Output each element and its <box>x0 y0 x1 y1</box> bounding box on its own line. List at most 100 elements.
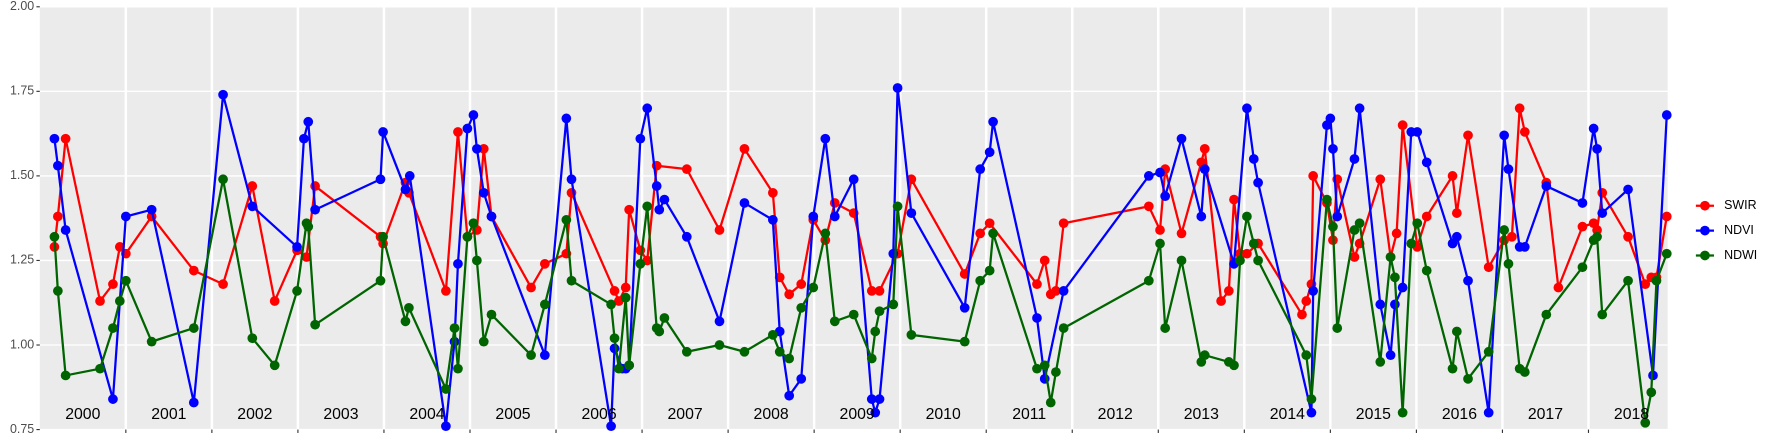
data-point <box>1354 218 1365 229</box>
y-tick-label: 1.75 <box>10 84 34 98</box>
data-point <box>462 231 473 242</box>
data-point <box>988 228 998 239</box>
data-point <box>714 225 725 235</box>
data-point <box>1045 397 1056 408</box>
data-point <box>472 255 482 266</box>
data-point <box>874 394 885 404</box>
data-point <box>60 370 71 381</box>
data-point <box>1421 211 1432 222</box>
data-point <box>114 296 125 306</box>
data-point <box>472 143 482 154</box>
data-point <box>1412 218 1423 229</box>
y-tick-label: 1.25 <box>10 253 34 267</box>
data-point <box>609 333 620 344</box>
data-point <box>478 336 489 347</box>
data-point <box>906 330 917 340</box>
data-point <box>988 116 998 127</box>
data-point <box>1058 323 1069 333</box>
data-point <box>310 319 320 330</box>
data-point <box>400 316 411 327</box>
data-point <box>1032 313 1042 323</box>
data-point <box>1306 407 1317 418</box>
data-point <box>1451 326 1462 337</box>
x-tick-label: 2014 <box>1270 406 1305 423</box>
data-point <box>1503 164 1514 174</box>
data-point <box>1447 363 1458 374</box>
data-point <box>1199 350 1210 361</box>
x-tick-label: 2011 <box>1012 406 1046 423</box>
data-point <box>1349 225 1360 235</box>
data-point <box>1451 231 1462 242</box>
data-point <box>774 346 785 357</box>
data-point <box>796 302 807 313</box>
data-point <box>1463 130 1473 141</box>
data-point <box>829 316 840 327</box>
data-point <box>486 211 497 222</box>
data-point <box>1397 407 1408 418</box>
data-point <box>681 164 692 174</box>
data-point <box>120 211 131 222</box>
data-point <box>1406 238 1417 249</box>
data-point <box>1229 194 1239 205</box>
data-point <box>1242 211 1252 222</box>
x-tick-label: 2000 <box>65 406 100 423</box>
data-point <box>1397 282 1408 293</box>
data-point <box>1349 154 1360 164</box>
data-point <box>1623 275 1633 286</box>
data-point <box>108 394 118 404</box>
data-point <box>561 215 572 225</box>
data-point <box>1391 228 1402 239</box>
data-point <box>1385 350 1396 361</box>
data-point <box>784 353 795 364</box>
data-point <box>1577 262 1588 273</box>
x-tick-label: 2010 <box>926 406 961 423</box>
data-point <box>1235 255 1245 266</box>
data-point <box>1253 177 1263 188</box>
data-point <box>247 333 258 344</box>
data-point <box>539 258 550 269</box>
data-point <box>1248 238 1259 249</box>
data-point <box>874 306 885 317</box>
x-tick-label: 2012 <box>1098 406 1133 423</box>
data-point <box>866 286 877 296</box>
data-point <box>1499 225 1510 235</box>
data-point <box>659 194 670 205</box>
legend-point <box>1700 250 1710 261</box>
data-point <box>820 228 831 239</box>
data-point <box>1592 231 1602 242</box>
data-point <box>146 204 157 215</box>
data-point <box>1301 350 1312 361</box>
data-point <box>654 326 665 337</box>
data-point <box>767 330 778 340</box>
data-point <box>1499 130 1510 141</box>
data-point <box>441 384 451 394</box>
data-point <box>301 252 312 262</box>
x-tick-label: 2006 <box>581 406 616 423</box>
data-point <box>784 390 795 401</box>
data-point <box>269 296 280 306</box>
legend-label: SWIR <box>1724 198 1756 212</box>
data-point <box>1155 225 1165 235</box>
data-point <box>188 323 199 333</box>
data-point <box>441 286 451 296</box>
data-point <box>1143 171 1154 181</box>
data-point <box>1514 103 1525 114</box>
data-point <box>1032 279 1042 289</box>
data-point <box>49 133 60 144</box>
data-point <box>120 275 131 286</box>
x-tick-label: 2018 <box>1614 406 1649 423</box>
data-point <box>654 204 665 215</box>
data-point <box>1375 299 1386 310</box>
data-point <box>526 282 536 293</box>
data-point <box>892 83 903 93</box>
data-point <box>906 208 917 218</box>
data-point <box>468 110 479 120</box>
data-point <box>975 228 986 239</box>
data-point <box>1242 248 1252 259</box>
data-point <box>269 360 280 371</box>
data-point <box>984 218 995 229</box>
data-point <box>1248 154 1259 164</box>
data-point <box>60 225 71 235</box>
data-point <box>1039 255 1050 266</box>
data-point <box>1577 198 1588 208</box>
